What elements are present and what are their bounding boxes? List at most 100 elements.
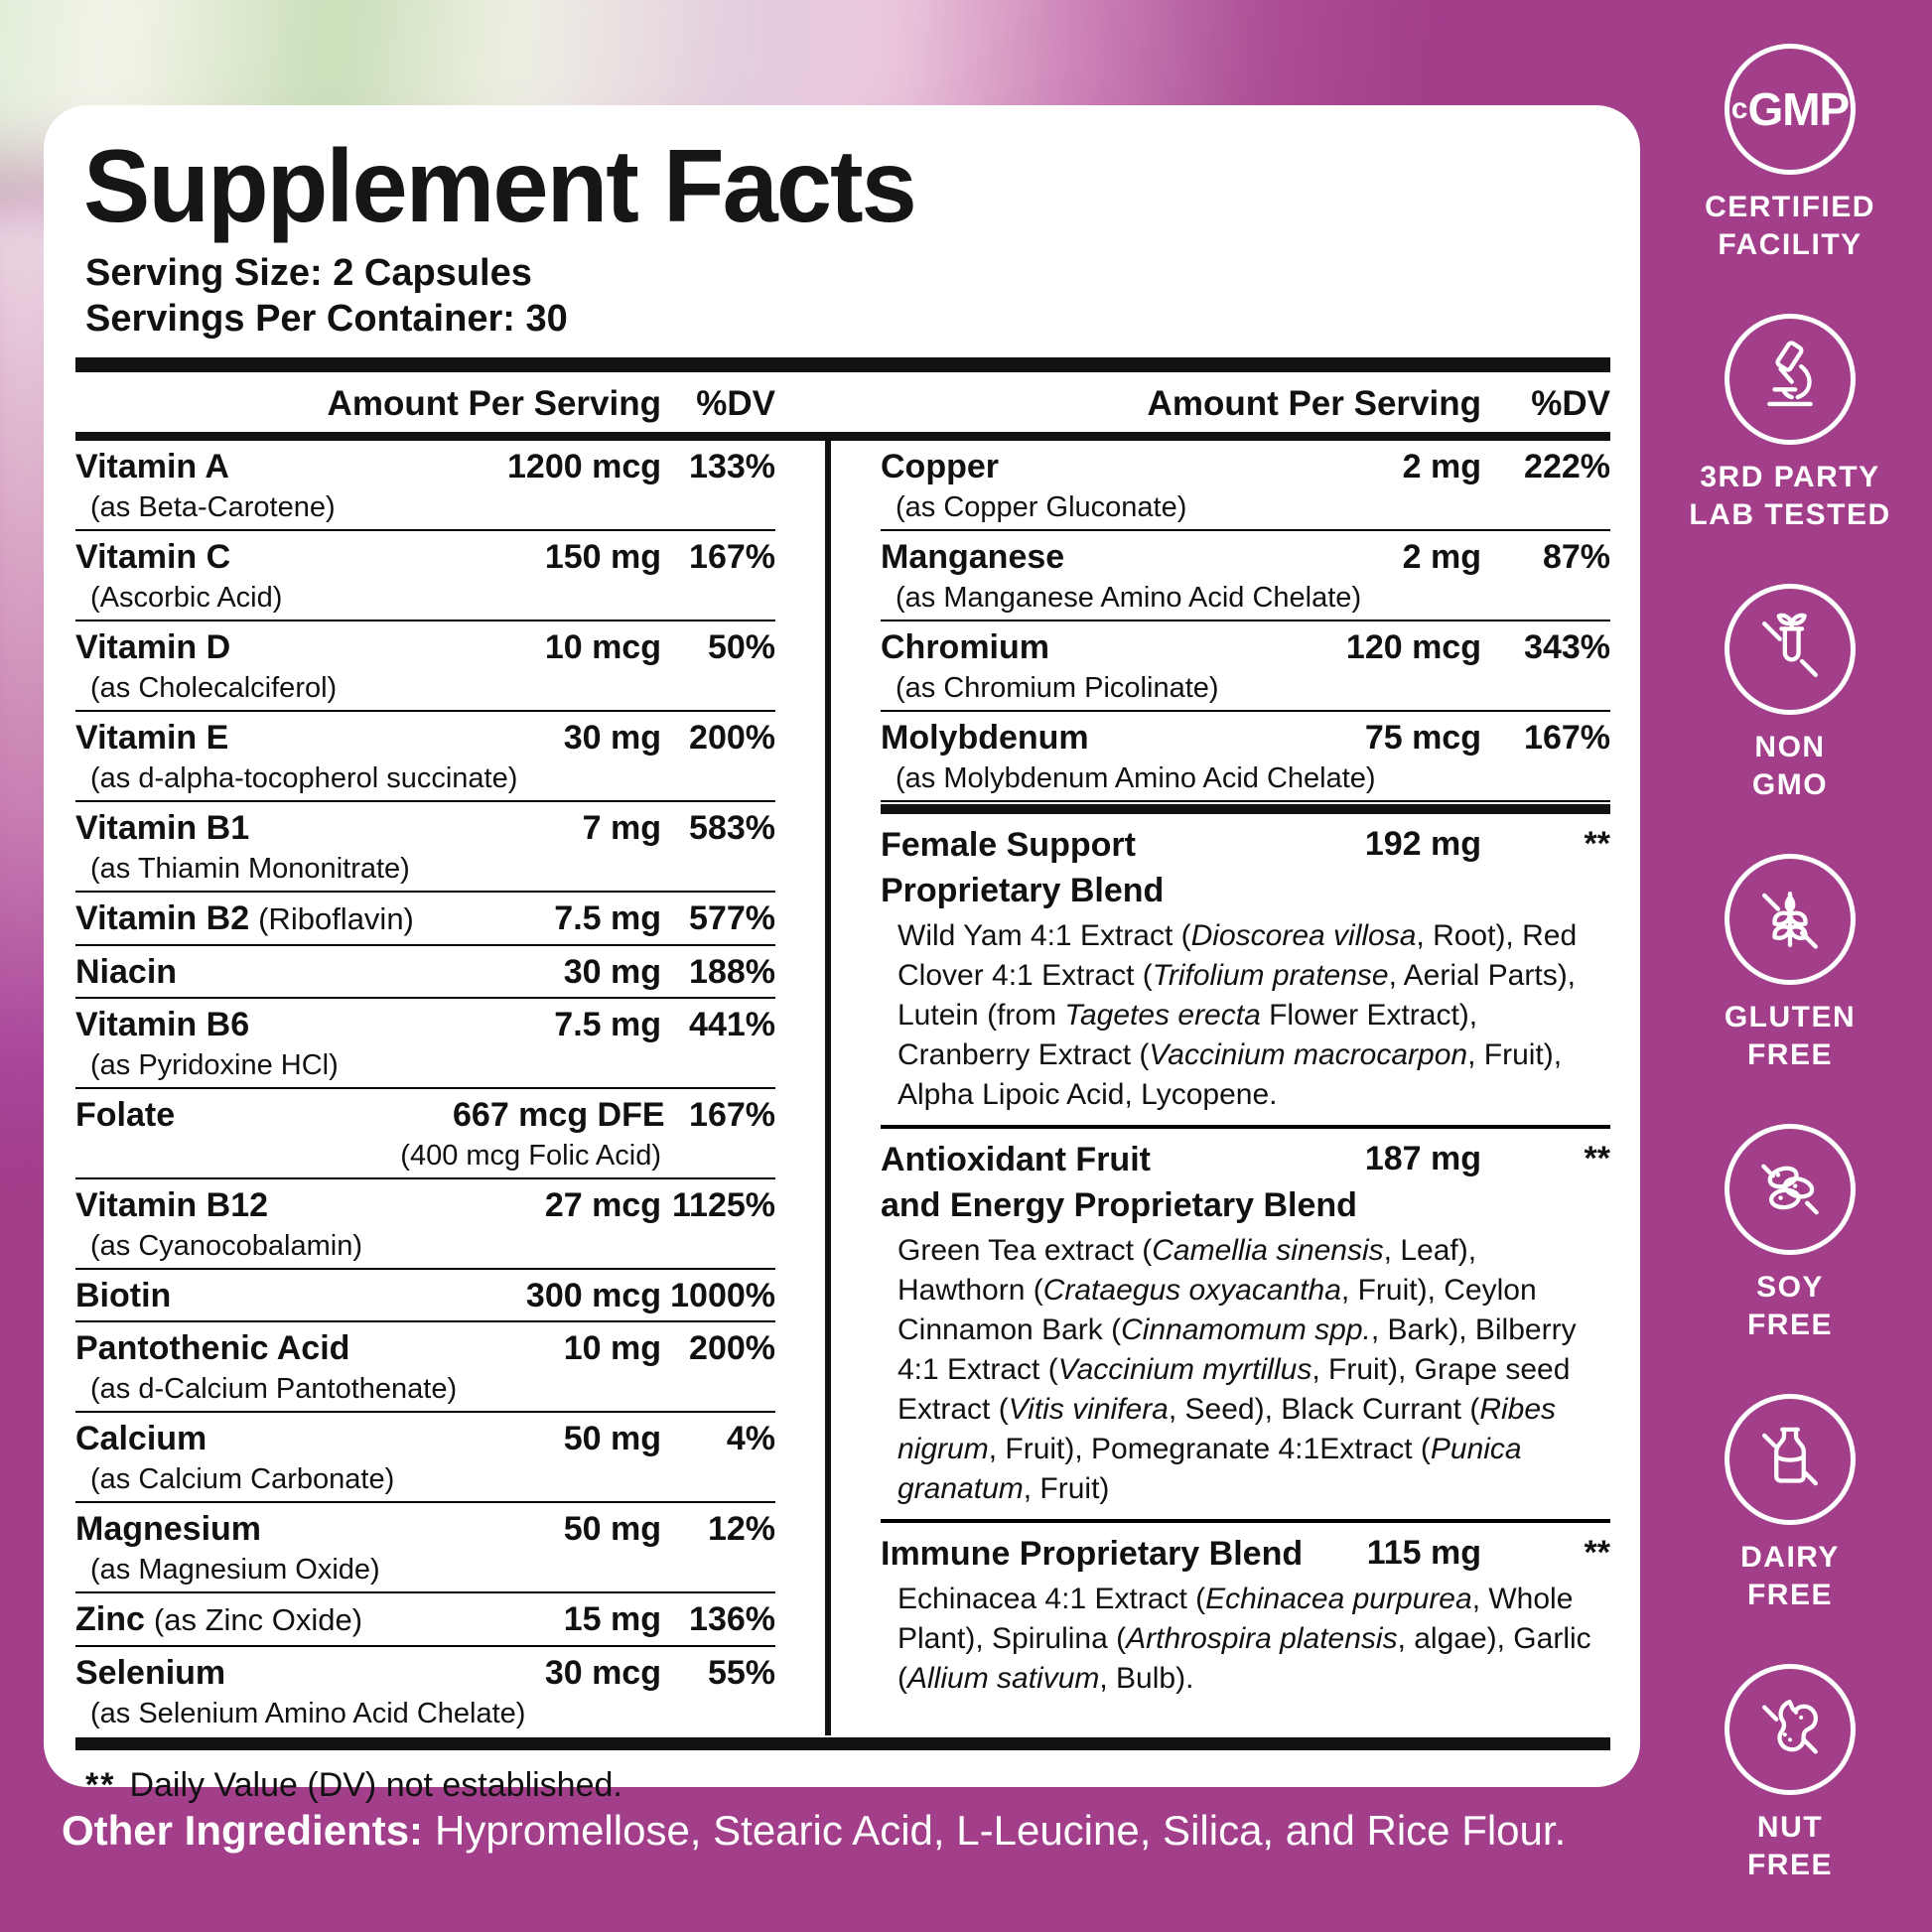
nutrient-name: Magnesium <box>75 1510 262 1548</box>
nutrient-row: Vitamin B2 (Riboflavin) 7.5 mg 577% <box>75 893 775 946</box>
daily-value: ** <box>1584 1140 1610 1177</box>
other-ingredients-label: Other Ingredients: <box>62 1807 424 1854</box>
nutrient-row: Zinc (as Zinc Oxide) 15 mg 136% <box>75 1593 775 1647</box>
non-gmo-icon <box>1762 613 1818 677</box>
nutrient-row: Vitamin A 1200 mcg 133% (as Beta-Caroten… <box>75 441 775 531</box>
daily-value: 87% <box>1542 538 1610 576</box>
servings-per-container: Servings Per Container: 30 <box>85 298 568 340</box>
dairy-free-icon <box>1762 1427 1818 1486</box>
nutrient-row: Magnesium 50 mg 12% (as Magnesium Oxide) <box>75 1503 775 1593</box>
blend-ingredients: Green Tea extract (Camellia sinensis, Le… <box>897 1234 1577 1505</box>
gluten-free-icon <box>1762 892 1818 949</box>
badge-label: SOY FREE <box>1746 1271 1833 1341</box>
daily-value: 343% <box>1524 628 1610 666</box>
nutrient-name: Vitamin B12 <box>75 1186 269 1224</box>
amount: 50 mg <box>563 1510 661 1548</box>
daily-value: 167% <box>689 1096 775 1134</box>
amount-header: Amount Per Serving <box>327 384 661 423</box>
nutrient-name: Calcium <box>75 1420 207 1457</box>
divider-thick <box>75 357 1610 372</box>
nutrient-form: (as Selenium Amino Acid Chelate) <box>90 1698 526 1729</box>
nutrient-note: (as Zinc Oxide) <box>153 1602 363 1637</box>
nutrient-form: (as Chromium Picolinate) <box>896 672 1219 704</box>
left-column: Vitamin A 1200 mcg 133% (as Beta-Caroten… <box>75 441 775 1735</box>
nut-free-icon <box>1762 1699 1819 1754</box>
badge-nut-free: NUT FREE <box>1725 1664 1856 1884</box>
blend-section-female-support: Female Support Proprietary Blend 192 mg … <box>881 814 1610 1129</box>
table-header: Amount Per Serving %DV Amount Per Servin… <box>75 372 1610 432</box>
amount: 667 mcg DFE <box>453 1096 665 1134</box>
divider-thick <box>881 804 1610 814</box>
table-header-right: Amount Per Serving %DV <box>881 384 1610 424</box>
nutrient-name: Vitamin B6 <box>75 1006 250 1043</box>
badge-label: NON GMO <box>1751 731 1829 801</box>
badge-lab-tested: 3RD PARTY LAB TESTED <box>1689 314 1890 534</box>
nutrient-row: Pantothenic Acid 10 mg 200% (as d-Calciu… <box>75 1322 775 1413</box>
daily-value: 50% <box>707 628 775 666</box>
dv-header: %DV <box>1531 384 1610 423</box>
daily-value: 1000% <box>670 1277 775 1314</box>
daily-value: 577% <box>689 899 775 937</box>
nutrient-form: (as Cyanocobalamin) <box>90 1230 363 1262</box>
other-ingredients-text: Hypromellose, Stearic Acid, L-Leucine, S… <box>435 1807 1567 1854</box>
nutrient-form: (as Calcium Carbonate) <box>90 1463 395 1495</box>
nutrient-row: Copper 2 mg 222% (as Copper Gluconate) <box>881 441 1610 531</box>
nutrient-form: (as Copper Gluconate) <box>896 491 1187 523</box>
divider-thick <box>75 1737 1610 1750</box>
blend-section-antioxidant: Antioxidant Fruit and Energy Proprietary… <box>881 1129 1610 1523</box>
amount: 120 mcg <box>1345 628 1481 666</box>
amount: 30 mg <box>563 719 661 757</box>
nutrient-name: Chromium <box>881 628 1049 666</box>
nutrient-row: Vitamin D 10 mcg 50% (as Cholecalciferol… <box>75 621 775 712</box>
amount: 15 mg <box>563 1600 661 1638</box>
nutrient-row-folate: Folate 667 mcg DFE 167% (400 mcg Folic A… <box>75 1089 775 1179</box>
daily-value: 200% <box>689 1329 775 1367</box>
blend-section-immune: Immune Proprietary Blend 115 mg ** Echin… <box>881 1523 1610 1709</box>
daily-value: 133% <box>689 448 775 485</box>
blend-name: Antioxidant Fruit and Energy Proprietary… <box>881 1141 1357 1224</box>
blend-ingredients: Echinacea 4:1 Extract (Echinacea purpure… <box>897 1583 1591 1695</box>
badge-soy-free: SOY FREE <box>1725 1124 1856 1344</box>
blend-name: Female Support Proprietary Blend <box>881 826 1165 909</box>
amount: 2 mg <box>1402 448 1481 485</box>
divider-medium <box>75 432 1610 441</box>
daily-value: 200% <box>689 719 775 757</box>
amount: 10 mg <box>563 1329 661 1367</box>
amount: 192 mg <box>1364 825 1481 863</box>
daily-value: 55% <box>707 1654 775 1692</box>
amount: 30 mg <box>563 953 661 991</box>
microscope-icon <box>1767 341 1813 407</box>
nutrient-name: Pantothenic Acid <box>75 1329 350 1367</box>
nutrient-row: Vitamin B12 27 mcg 1125% (as Cyanocobala… <box>75 1179 775 1270</box>
right-column: Copper 2 mg 222% (as Copper Gluconate) M… <box>881 441 1610 1735</box>
nutrient-row: Niacin 30 mg 188% <box>75 946 775 999</box>
nutrient-name: Vitamin B1 <box>75 809 250 847</box>
badge-label: 3RD PARTY LAB TESTED <box>1689 461 1891 531</box>
amount: 1200 mcg <box>507 448 661 485</box>
daily-value: 167% <box>689 538 775 576</box>
supplement-facts-panel: Supplement Facts Serving Size: 2 Capsule… <box>44 105 1640 1804</box>
nutrient-form: (as Molybdenum Amino Acid Chelate) <box>896 762 1376 794</box>
daily-value: 136% <box>689 1600 775 1638</box>
nutrient-row: Vitamin B6 7.5 mg 441% (as Pyridoxine HC… <box>75 999 775 1089</box>
nutrient-name: Folate <box>75 1096 176 1134</box>
nutrient-name: Vitamin A <box>75 448 229 485</box>
badge-dairy-free: DAIRY FREE <box>1725 1394 1856 1614</box>
cgmp-icon: c GMP <box>1725 44 1856 175</box>
daily-value: 188% <box>689 953 775 991</box>
dv-footnote: ** Daily Value (DV) not established. <box>85 1766 1610 1805</box>
amount: 27 mcg <box>544 1186 661 1224</box>
nutrient-row: Molybdenum 75 mcg 167% (as Molybdenum Am… <box>881 712 1610 802</box>
nutrient-table: Vitamin A 1200 mcg 133% (as Beta-Caroten… <box>75 441 1610 1735</box>
amount: 187 mg <box>1364 1140 1481 1177</box>
nutrient-form: (as Beta-Carotene) <box>90 491 336 523</box>
amount: 50 mg <box>563 1420 661 1457</box>
badge-label: DAIRY FREE <box>1740 1541 1840 1611</box>
nutrient-row: Vitamin E 30 mg 200% (as d-alpha-tocophe… <box>75 712 775 802</box>
amount: 150 mg <box>544 538 661 576</box>
daily-value: ** <box>1584 1534 1610 1572</box>
nutrient-name: Biotin <box>75 1277 172 1314</box>
amount: 10 mcg <box>544 628 661 666</box>
badge-label: CERTIFIED FACILITY <box>1705 191 1875 261</box>
